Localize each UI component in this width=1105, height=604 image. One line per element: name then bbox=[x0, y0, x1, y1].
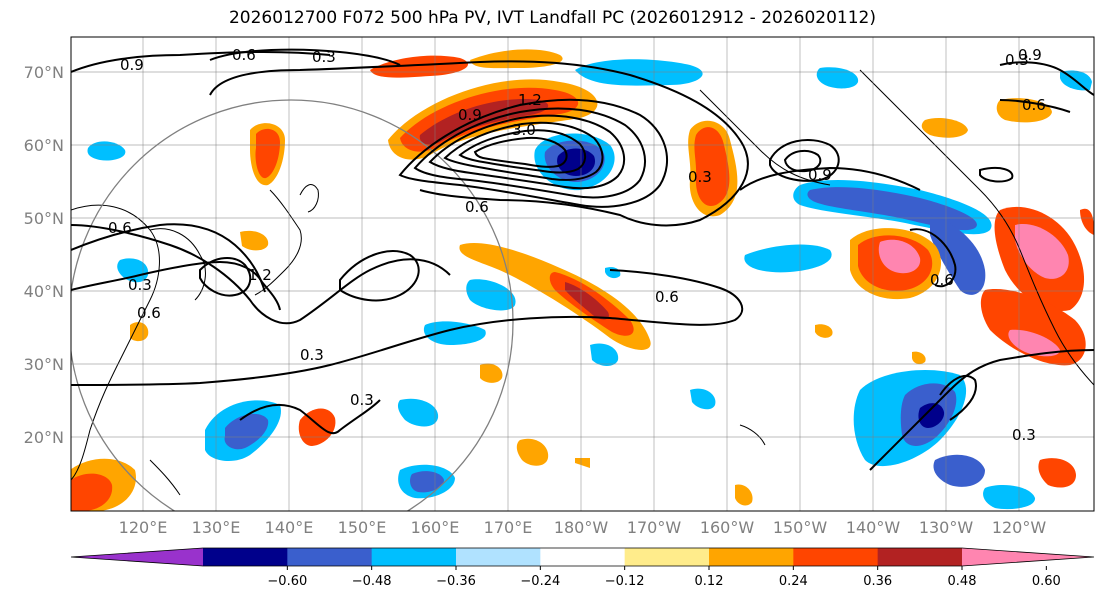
contour-label: 3.0 bbox=[512, 121, 536, 139]
lat-label: 30°N bbox=[24, 355, 64, 374]
contour-label: 0.9 bbox=[1018, 46, 1042, 64]
colorbar-tick-label: −0.60 bbox=[267, 574, 307, 589]
colorbar-segment bbox=[793, 548, 879, 566]
lat-label: 40°N bbox=[24, 282, 64, 301]
lon-label: 170°E bbox=[484, 518, 533, 537]
reference-circle bbox=[71, 99, 514, 511]
contour-label: 0.6 bbox=[137, 304, 161, 322]
lon-label: 140°W bbox=[846, 518, 901, 537]
lon-label: 160°E bbox=[411, 518, 460, 537]
contour-label: 0.6 bbox=[232, 46, 256, 64]
pv-contours bbox=[71, 48, 1094, 471]
longitude-labels: 120°E 130°E 140°E 150°E 160°E 170°E 180°… bbox=[119, 518, 1047, 537]
lat-label: 70°N bbox=[24, 63, 64, 82]
lat-label: 50°N bbox=[24, 209, 64, 228]
map-border bbox=[70, 36, 1095, 512]
contour-label: 0.9 bbox=[120, 56, 144, 74]
contour-label: 1.2 bbox=[248, 266, 272, 284]
colorbar-tick-label: −0.48 bbox=[352, 574, 392, 589]
colorbar-extend-max bbox=[962, 548, 1094, 566]
lon-label: 140°E bbox=[265, 518, 314, 537]
contour-label: 0.3 bbox=[1005, 51, 1029, 69]
colorbar-tick-label: 0.12 bbox=[695, 574, 724, 589]
lat-label: 20°N bbox=[24, 428, 64, 447]
colorbar-segment bbox=[877, 548, 963, 566]
colorbar-tick-label: −0.24 bbox=[520, 574, 560, 589]
contour-label: 0.3 bbox=[300, 346, 324, 364]
lon-label: 160°W bbox=[700, 518, 755, 537]
colorbar: −0.60 −0.48 −0.36 −0.24 −0.12 0.12 0.24 0.36 0.4… bbox=[70, 547, 1095, 589]
contour-label: 0.6 bbox=[108, 219, 132, 237]
colorbar-tick-label: 0.36 bbox=[863, 574, 892, 589]
lon-label: 150°E bbox=[338, 518, 387, 537]
contour-label: 0.3 bbox=[128, 276, 152, 294]
colorbar-segment bbox=[456, 548, 541, 566]
lon-label: 120°W bbox=[992, 518, 1047, 537]
colorbar-segment bbox=[624, 548, 710, 566]
lon-label: 130°E bbox=[192, 518, 241, 537]
lon-label: 180°W bbox=[554, 518, 609, 537]
colorbar-tick-label: −0.12 bbox=[605, 574, 645, 589]
colorbar-tick-label: 0.24 bbox=[779, 574, 808, 589]
lon-label: 130°W bbox=[919, 518, 974, 537]
contour-label: 0.3 bbox=[688, 168, 712, 186]
contour-label: 0.3 bbox=[1012, 426, 1036, 444]
contour-labels: 0.9 0.6 0.3 0.9 1.2 3.0 0.6 0.3 0.9 0.6 … bbox=[108, 46, 1046, 444]
contour-label: 0.6 bbox=[930, 271, 954, 289]
map-title: 2026012700 F072 500 hPa PV, IVT Landfall… bbox=[228, 8, 876, 28]
contour-label: 0.6 bbox=[655, 288, 679, 306]
lon-label: 120°E bbox=[119, 518, 168, 537]
colorbar-tick-label: −0.36 bbox=[436, 574, 476, 589]
contour-label: 0.9 bbox=[808, 166, 832, 184]
latitude-labels: 70°N 60°N 50°N 40°N 30°N 20°N bbox=[24, 63, 64, 447]
colorbar-outline bbox=[70, 547, 1095, 567]
contour-label: 0.3 bbox=[350, 391, 374, 409]
contour-label: 0.9 bbox=[458, 106, 482, 124]
colorbar-segment bbox=[709, 548, 794, 566]
lat-label: 60°N bbox=[24, 136, 64, 155]
colorbar-segment bbox=[540, 548, 626, 566]
colorbar-segment bbox=[203, 548, 288, 566]
colorbar-segment bbox=[371, 548, 457, 566]
contour-label: 0.3 bbox=[312, 48, 336, 66]
contour-label: 0.6 bbox=[465, 198, 489, 216]
contour-label: 1.2 bbox=[518, 91, 542, 109]
colorbar-tick-label: 0.60 bbox=[1032, 574, 1061, 589]
colorbar-tick-label: 0.48 bbox=[948, 574, 977, 589]
lon-label: 150°W bbox=[773, 518, 828, 537]
contour-label: 0.6 bbox=[1022, 96, 1046, 114]
lon-label: 170°W bbox=[627, 518, 682, 537]
colorbar-segment bbox=[287, 548, 373, 566]
colorbar-extend-min bbox=[71, 548, 203, 566]
